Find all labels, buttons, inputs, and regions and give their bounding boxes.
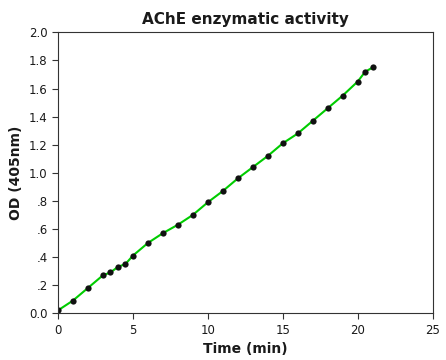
Point [70, 298, 77, 303]
Point [204, 199, 211, 205]
Y-axis label: OD (405nm): OD (405nm) [9, 126, 23, 220]
Point [234, 176, 241, 181]
Point [99, 273, 107, 278]
Point [249, 164, 256, 170]
Point [114, 264, 121, 270]
Point [354, 79, 361, 85]
Point [309, 118, 316, 124]
Point [279, 140, 286, 146]
Point [369, 65, 376, 71]
Point [159, 230, 166, 236]
X-axis label: Time (min): Time (min) [203, 342, 288, 356]
Point [122, 261, 129, 267]
Point [174, 222, 182, 228]
Point [362, 69, 369, 75]
Point [264, 153, 271, 159]
Point [107, 270, 114, 275]
Point [54, 307, 62, 313]
Point [339, 93, 346, 98]
Point [294, 131, 301, 136]
Point [84, 285, 91, 291]
Point [324, 105, 331, 111]
Point [219, 188, 227, 194]
Point [129, 253, 136, 258]
Point [189, 212, 196, 218]
Point [145, 240, 152, 246]
Title: AChE enzymatic activity: AChE enzymatic activity [142, 12, 349, 27]
